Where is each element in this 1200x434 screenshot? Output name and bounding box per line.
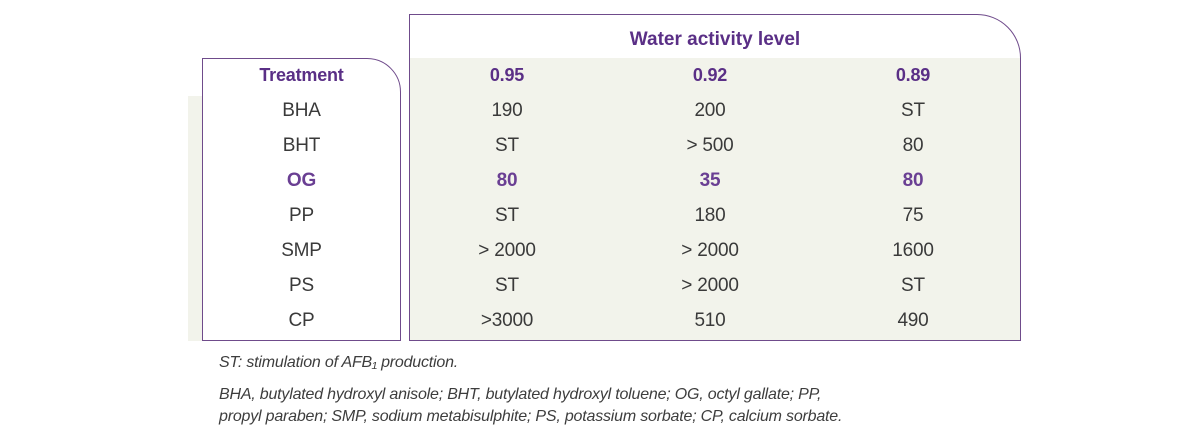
value-cell-aw-089: ST [901, 275, 925, 296]
value-cell-aw-095: ST [495, 275, 519, 296]
column-header-aw-089: 0.89 [895, 65, 931, 85]
column-header-treatment: Treatment [259, 65, 344, 85]
treatment-cell: BHT [282, 135, 321, 156]
value-cell-aw-095: > 2000 [478, 240, 536, 261]
value-cell-aw-092: > 500 [686, 135, 734, 156]
value-cell-aw-092: 510 [694, 310, 726, 331]
value-cell-aw-092: > 2000 [681, 240, 739, 261]
value-cell-aw-089: 80 [902, 170, 924, 191]
value-cell-aw-095: >3000 [480, 310, 534, 331]
header-band [409, 58, 1021, 94]
value-cell-aw-092: 35 [699, 170, 721, 191]
treatment-cell: PS [289, 275, 314, 296]
water-activity-frame [409, 14, 1021, 341]
value-cell-aw-089: 75 [902, 205, 924, 226]
value-cell-aw-092: 180 [694, 205, 726, 226]
value-cell-aw-092: > 2000 [681, 275, 739, 296]
water-activity-header: Water activity level [629, 29, 801, 50]
treatment-cell: CP [288, 310, 315, 331]
row-band-left [188, 96, 202, 341]
treatment-cell: SMP [281, 240, 322, 261]
column-header-aw-095: 0.95 [489, 65, 525, 85]
note-stimulation: ST: stimulation of AFB₁ production. [219, 354, 459, 371]
treatment-cell: BHA [282, 100, 321, 121]
value-cell-aw-095: ST [495, 135, 519, 156]
value-cell-aw-089: 490 [897, 310, 929, 331]
value-cell-aw-089: 80 [902, 135, 924, 156]
value-cell-aw-095: 80 [496, 170, 518, 191]
treatment-cell: OG [286, 170, 317, 191]
treatment-frame [202, 58, 401, 341]
value-cell-aw-095: ST [495, 205, 519, 226]
note-abbreviations: BHA, butylated hydroxyl anisole; BHT, bu… [219, 386, 843, 425]
value-cell-aw-095: 190 [491, 100, 523, 121]
body-band [409, 94, 1021, 340]
value-cell-aw-092: 200 [694, 100, 726, 121]
value-cell-aw-089: ST [901, 100, 925, 121]
column-header-aw-092: 0.92 [692, 65, 728, 85]
value-cell-aw-089: 1600 [892, 240, 934, 261]
treatment-cell: PP [289, 205, 314, 226]
